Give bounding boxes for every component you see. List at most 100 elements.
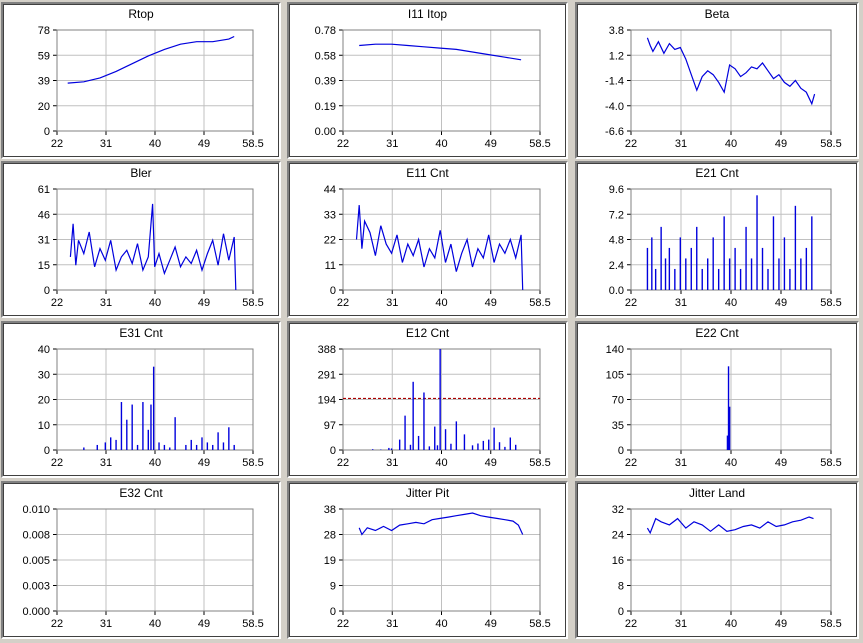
y-tick-label: 78	[38, 25, 50, 37]
plot-frame	[342, 508, 541, 612]
x-tick-label: 49	[775, 618, 787, 630]
y-tick-label: 388	[318, 344, 336, 356]
y-tick-label: 46	[38, 209, 50, 221]
x-tick-label: 22	[51, 618, 63, 630]
x-tick-label: 58.5	[529, 138, 550, 150]
y-tick-label: 0	[330, 285, 336, 297]
y-tick-label: 0.78	[315, 25, 336, 37]
y-tick-label: 20	[38, 395, 50, 407]
series-line-e11-cnt	[355, 205, 524, 291]
y-tick-label: 24	[612, 530, 624, 542]
chart-svg: E12 Cnt 0 97 194 291 388 22 31 40 49 58.5	[318, 326, 551, 469]
chart-title: E32 Cnt	[119, 486, 163, 500]
chart-svg: E32 Cnt 0.000 0.003 0.005 0.008 0.010 22 31 40 49…	[22, 486, 263, 630]
y-tick-label: 97	[324, 420, 336, 432]
x-tick-label: 31	[100, 297, 112, 309]
y-tick-label: 20	[38, 101, 50, 113]
plot-frame	[56, 348, 254, 451]
y-tick-label: 70	[612, 395, 624, 407]
x-tick-label: 31	[100, 457, 112, 469]
chart-svg: Beta -6.6 -4.0 -1.4 1.2 3.8 22 31 40 49 58.5	[605, 7, 842, 150]
chart-title: E21 Cnt	[695, 166, 739, 180]
chart-panel-e32-cnt: E32 Cnt 0.000 0.003 0.005 0.008 0.010 22 31 40 49…	[1, 481, 281, 639]
plot-frame	[56, 29, 254, 132]
chart-panel-e11-cnt: E11 Cnt 0 11 22 33 44 22 31 40 49 58.5	[287, 161, 568, 318]
x-tick-label: 58.5	[529, 457, 550, 469]
chart-title: Rtop	[128, 7, 154, 21]
series-line-bler	[69, 203, 237, 291]
y-tick-label: -1.4	[605, 76, 624, 88]
x-tick-label: 58.5	[242, 618, 263, 630]
x-tick-label: 40	[725, 618, 737, 630]
y-tick-label: 61	[38, 184, 50, 196]
x-tick-label: 40	[725, 297, 737, 309]
chart-panel-i11-itop: I11 Itop 0.00 0.19 0.39 0.58 0.78 22 31 40 49 58.5	[287, 2, 568, 159]
chart-svg: Jitter Land 0 8 16 24 32 22 31 40 49 58.5	[612, 486, 842, 630]
chart-title: Bler	[130, 166, 151, 180]
y-tick-label: 0.003	[22, 581, 50, 593]
x-tick-label: 22	[51, 457, 63, 469]
y-tick-label: 0	[330, 606, 336, 618]
chart-panel-e12-cnt: E12 Cnt 0 97 194 291 388 22 31 40 49 58.5	[287, 321, 568, 478]
chart-panel-rtop: Rtop 0 20 39 59 78 22 31 40 49 58.5	[1, 2, 281, 159]
chart-title: I11 Itop	[408, 7, 447, 21]
x-tick-label: 58.5	[242, 457, 263, 469]
series-line-beta	[646, 37, 816, 106]
x-tick-label: 58.5	[242, 138, 263, 150]
x-tick-label: 22	[625, 457, 637, 469]
x-tick-label: 49	[485, 297, 497, 309]
y-tick-label: 19	[324, 555, 336, 567]
x-tick-label: 40	[435, 138, 447, 150]
x-tick-label: 22	[337, 297, 349, 309]
x-tick-label: 58.5	[820, 138, 841, 150]
y-tick-label: 105	[606, 369, 624, 381]
y-tick-label: 40	[38, 344, 50, 356]
y-tick-label: 16	[612, 555, 624, 567]
chart-title: Jitter Pit	[406, 486, 450, 500]
chart-svg: E21 Cnt 0.0 2.4 4.8 7.2 9.6 22 31 40 49 58.5	[609, 166, 842, 309]
y-tick-label: 10	[38, 420, 50, 432]
y-tick-label: 30	[38, 369, 50, 381]
y-tick-label: 35	[612, 420, 624, 432]
y-tick-label: 44	[324, 184, 336, 196]
plot-frame	[630, 508, 832, 612]
y-tick-label: 1.2	[609, 50, 624, 62]
chart-title: Jitter Land	[689, 486, 745, 500]
chart-svg: Jitter Pit 0 9 19 28 38 22 31 40 49 58.5	[324, 486, 551, 630]
y-tick-label: 28	[324, 530, 336, 542]
y-tick-label: 291	[318, 369, 336, 381]
x-tick-label: 31	[386, 618, 398, 630]
y-tick-label: 22	[324, 235, 336, 247]
y-tick-label: 11	[325, 260, 336, 272]
x-tick-label: 49	[485, 618, 497, 630]
y-tick-label: 31	[38, 235, 50, 247]
series-line-rtop	[67, 35, 235, 84]
x-tick-label: 22	[51, 297, 63, 309]
chart-title: E31 Cnt	[119, 326, 163, 340]
y-tick-label: 0.010	[22, 504, 50, 516]
chart-svg: E11 Cnt 0 11 22 33 44 22 31 40 49 58.5	[324, 166, 551, 309]
chart-panel-e22-cnt: E22 Cnt 0 35 70 105 140 22 31 40 49 58.5	[575, 321, 859, 478]
x-tick-label: 40	[149, 618, 161, 630]
x-tick-label: 22	[625, 138, 637, 150]
y-tick-label: 0.000	[22, 606, 50, 618]
series-line-i11-itop	[359, 43, 522, 61]
y-tick-label: 0.00	[315, 126, 336, 138]
x-tick-label: 22	[337, 138, 349, 150]
y-tick-label: 0.008	[22, 530, 50, 542]
plot-frame	[56, 188, 254, 291]
x-tick-label: 40	[149, 138, 161, 150]
x-tick-label: 40	[435, 457, 447, 469]
x-tick-label: 49	[775, 457, 787, 469]
x-tick-label: 31	[675, 138, 687, 150]
x-tick-label: 22	[625, 618, 637, 630]
y-tick-label: 8	[618, 581, 624, 593]
y-tick-label: 4.8	[609, 235, 624, 247]
x-tick-label: 49	[198, 457, 210, 469]
x-tick-label: 58.5	[820, 297, 841, 309]
x-tick-label: 49	[198, 138, 210, 150]
x-tick-label: 58.5	[242, 297, 263, 309]
y-tick-label: 0.0	[609, 285, 624, 297]
chart-svg: Rtop 0 20 39 59 78 22 31 40 49 58.5	[38, 7, 264, 150]
plot-frame	[342, 348, 541, 451]
